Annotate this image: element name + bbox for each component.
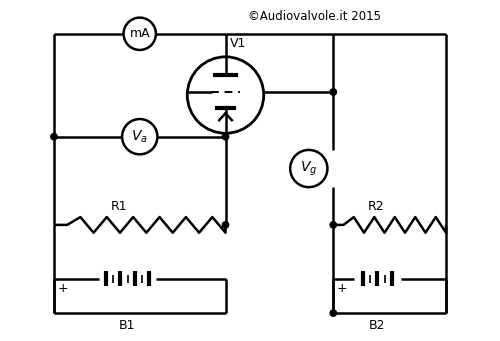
Circle shape [290, 150, 328, 187]
Text: +: + [58, 282, 68, 295]
Circle shape [330, 89, 336, 95]
Circle shape [330, 222, 336, 228]
Circle shape [51, 134, 57, 140]
Text: +: + [337, 282, 347, 295]
Text: $V_a$: $V_a$ [132, 129, 148, 145]
Circle shape [124, 18, 156, 50]
Text: $V_g$: $V_g$ [300, 159, 318, 178]
Text: B2: B2 [369, 319, 386, 332]
Circle shape [330, 310, 336, 316]
Text: R2: R2 [368, 200, 384, 213]
Text: R1: R1 [111, 200, 128, 213]
Circle shape [222, 134, 228, 140]
Text: ©Audiovalvole.it 2015: ©Audiovalvole.it 2015 [248, 10, 380, 23]
Circle shape [222, 222, 228, 228]
Text: V1: V1 [230, 38, 246, 50]
Text: B1: B1 [120, 319, 136, 332]
Text: mA: mA [130, 27, 150, 40]
Circle shape [122, 119, 158, 154]
Circle shape [188, 57, 264, 133]
